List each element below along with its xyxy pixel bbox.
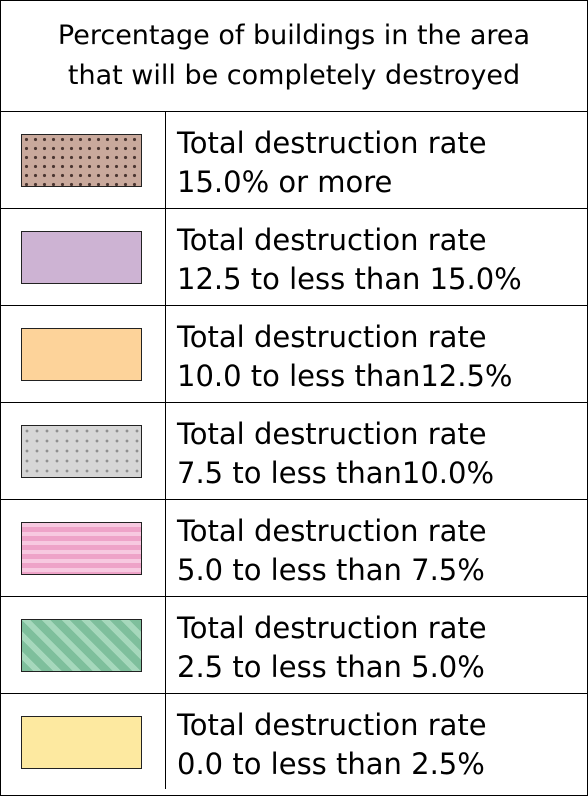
legend-swatch-cell (1, 209, 166, 305)
legend-label-line-1: Total destruction rate (177, 223, 487, 257)
legend-label: Total destruction rate 15.0% or more (177, 124, 582, 202)
legend-row-5: Total destruction rate 5.0 to less than … (1, 500, 587, 597)
legend-title-line-1: Percentage of buildings in the area (57, 20, 531, 51)
legend-label-line-2: 12.5 to less than 15.0% (177, 262, 522, 296)
legend-label-line-2: 10.0 to less than12.5% (177, 359, 513, 393)
legend-label-line-1: Total destruction rate (177, 708, 487, 742)
brown-dotted-swatch (21, 134, 142, 187)
legend-swatch-cell (1, 500, 166, 596)
grey-dotted-swatch (21, 425, 142, 478)
legend-label-line-1: Total destruction rate (177, 126, 487, 160)
legend-label-line-1: Total destruction rate (177, 611, 487, 645)
legend-row-10: Total destruction rate 10.0 to less than… (1, 306, 587, 403)
legend-swatch-cell (1, 112, 166, 208)
legend-label: Total destruction rate 2.5 to less than … (177, 609, 582, 687)
legend-row-12-5: Total destruction rate 12.5 to less than… (1, 209, 587, 306)
legend-label-line-1: Total destruction rate (177, 417, 487, 451)
legend-rows: Total destruction rate 15.0% or more Tot… (1, 112, 587, 795)
legend-row-15-plus: Total destruction rate 15.0% or more (1, 112, 587, 209)
legend-label-line-2: 5.0 to less than 7.5% (177, 553, 485, 587)
legend-title: Percentage of buildings in the area that… (1, 1, 587, 112)
legend-title-line-2: that will be completely destroyed (67, 60, 521, 91)
pink-wavy-swatch (21, 522, 142, 575)
legend-label: Total destruction rate 10.0 to less than… (177, 318, 582, 396)
purple-swatch (21, 231, 142, 284)
legend-swatch-cell (1, 597, 166, 693)
legend-row-2-5: Total destruction rate 2.5 to less than … (1, 597, 587, 694)
yellow-swatch (21, 716, 142, 769)
legend-row-7-5: Total destruction rate 7.5 to less than1… (1, 403, 587, 500)
legend-label-line-2: 2.5 to less than 5.0% (177, 650, 485, 684)
legend-label-line-2: 0.0 to less than 2.5% (177, 747, 485, 781)
legend-label: Total destruction rate 12.5 to less than… (177, 221, 582, 299)
legend-label-line-2: 15.0% or more (177, 165, 393, 199)
legend-label: Total destruction rate 7.5 to less than1… (177, 415, 582, 493)
legend-label-line-2: 7.5 to less than10.0% (177, 456, 495, 490)
legend-row-0: Total destruction rate 0.0 to less than … (1, 694, 587, 789)
legend-swatch-cell (1, 306, 166, 402)
legend-label: Total destruction rate 0.0 to less than … (177, 706, 582, 784)
green-striped-swatch (21, 619, 142, 672)
orange-swatch (21, 328, 142, 381)
legend-label-line-1: Total destruction rate (177, 320, 487, 354)
legend-swatch-cell (1, 694, 166, 789)
legend-swatch-cell (1, 403, 166, 499)
legend-label-line-1: Total destruction rate (177, 514, 487, 548)
legend-label: Total destruction rate 5.0 to less than … (177, 512, 582, 590)
